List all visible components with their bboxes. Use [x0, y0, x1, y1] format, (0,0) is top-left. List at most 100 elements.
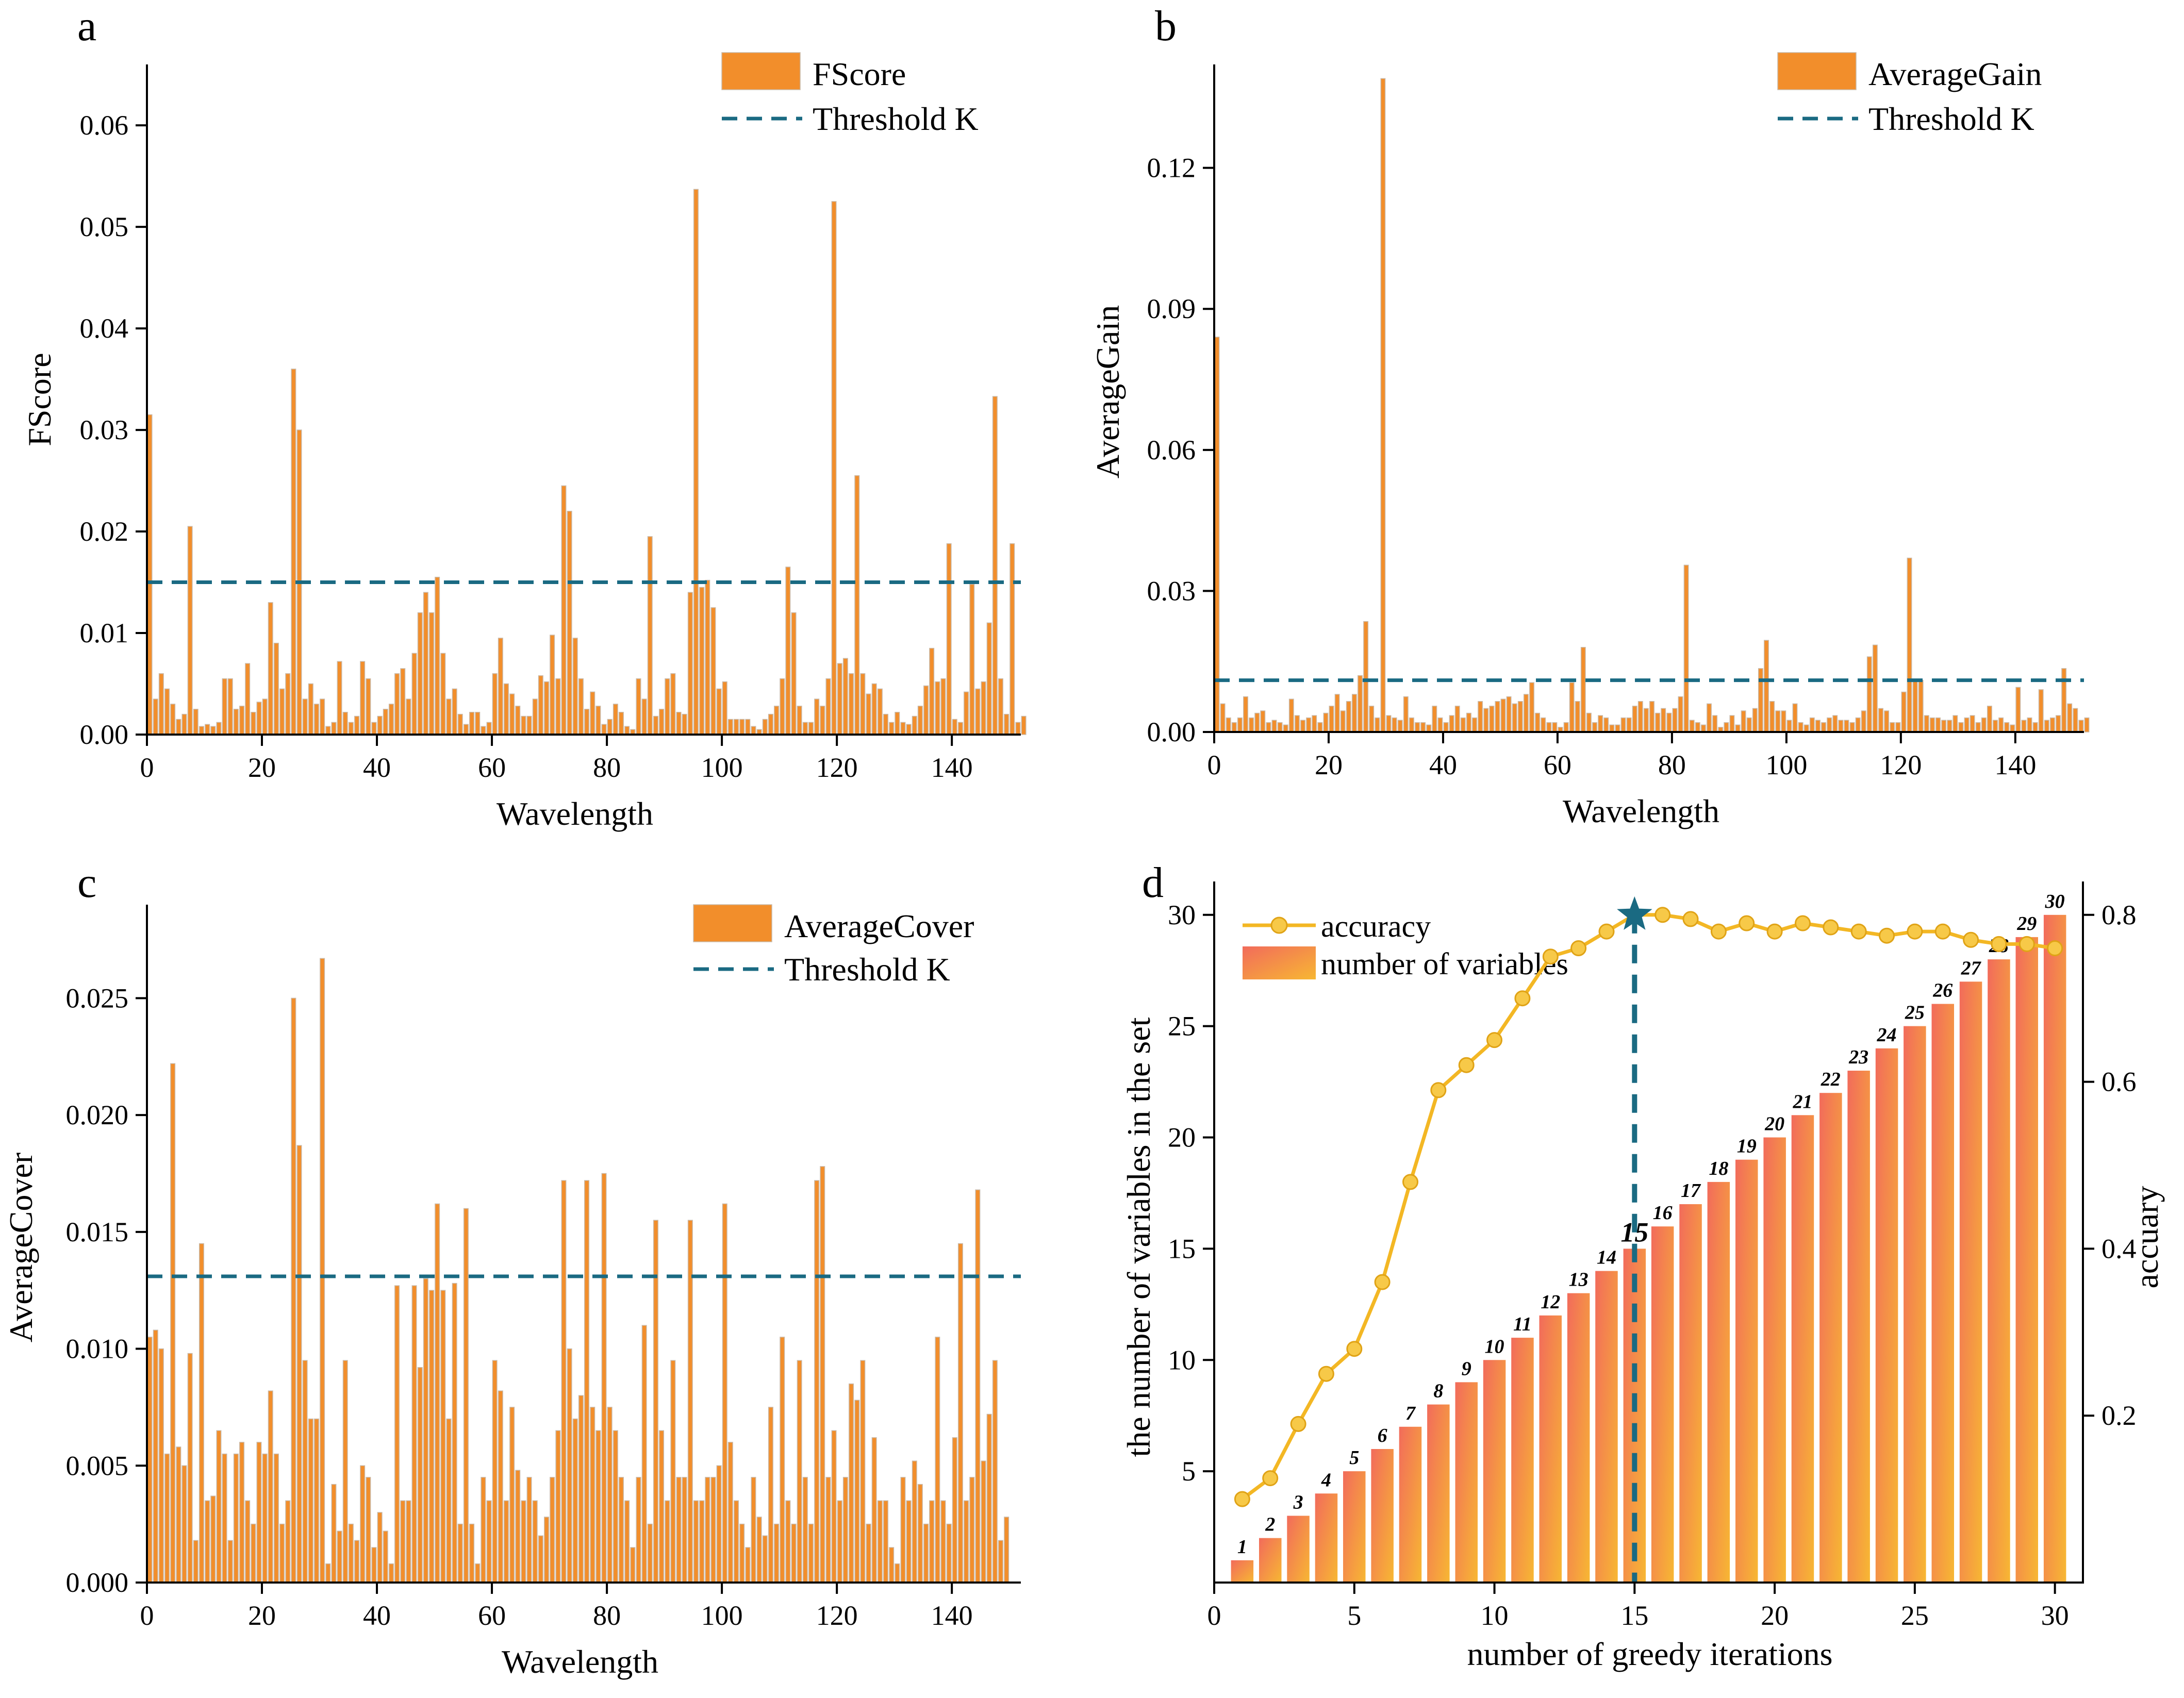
panel-c-y-tick-label: 0.010 — [66, 1334, 129, 1364]
panel-d-accuracy-point — [1739, 915, 1755, 931]
panel-c-bar — [486, 1500, 492, 1583]
panel-a-bar — [262, 698, 268, 735]
panel-d-accuracy-point — [1934, 923, 1951, 940]
panel-b-y-tick-label: 0.00 — [1147, 717, 1196, 747]
panel-a-bar — [526, 715, 532, 735]
panel-a-bar — [198, 726, 204, 735]
panel-c-bar — [774, 1523, 780, 1583]
panel-b-bar — [1420, 722, 1426, 733]
panel-d-letter: d — [1142, 859, 1164, 907]
panel-b-y-tick-label: 0.03 — [1147, 575, 1196, 606]
panel-a-bar — [147, 414, 153, 735]
panel-b-bar — [1890, 722, 1895, 733]
panel-b-y-tick-label: 0.09 — [1147, 293, 1196, 324]
panel-b-bar — [1317, 722, 1323, 733]
panel-d-bar — [1259, 1538, 1282, 1583]
panel-a-bar — [411, 653, 417, 735]
panel-c-bar — [906, 1500, 912, 1583]
panel-a-bar — [785, 567, 791, 735]
panel-b-bar — [1483, 708, 1489, 733]
panel-c-bar — [590, 1407, 595, 1583]
panel-d-bar — [1904, 1026, 1926, 1583]
panel-b-bar — [1472, 717, 1477, 733]
panel-b-bar — [1855, 717, 1861, 733]
panel-a-bar — [181, 713, 187, 735]
panel-c-bar — [964, 1500, 969, 1583]
panel-b-bar — [1924, 715, 1929, 733]
panel-a-y-tick-label: 0.00 — [80, 719, 129, 750]
panel-b-bar — [1409, 717, 1414, 733]
panel-b-y-tick-label: 0.12 — [1147, 153, 1196, 184]
panel-b-bar — [1460, 717, 1466, 733]
panel-d-bar-label: 16 — [1653, 1202, 1673, 1224]
panel-a-bar — [555, 678, 561, 735]
panel-b-bar — [1895, 722, 1901, 733]
panel-c-bar — [187, 1353, 193, 1583]
panel-d-accuracy-point — [1795, 915, 1811, 931]
panel-b-bar — [1426, 724, 1432, 733]
panel-a-bar — [492, 673, 498, 735]
panel-c-bar — [325, 1563, 331, 1583]
panel-c-bar — [831, 1430, 837, 1583]
panel-a-bar — [544, 681, 550, 735]
panel-a-bar — [509, 693, 515, 735]
panel-c-x-tick-label: 140 — [931, 1600, 973, 1631]
panel-d-accuracy-point — [1458, 1057, 1475, 1073]
panel-c-bar — [860, 1360, 866, 1583]
panel-c-bars — [147, 958, 1010, 1583]
panel-a-bar — [895, 711, 900, 735]
panel-c-bar — [452, 1283, 457, 1583]
panel-c-bar — [313, 1418, 319, 1583]
panel-d-ylabel: the number of variables in the set — [1120, 1017, 1157, 1457]
panel-a-bar — [710, 607, 716, 735]
panel-c-bar — [722, 1203, 727, 1583]
panel-d-accuracy-point — [2047, 940, 2063, 956]
panel-d-accuracy-point — [1823, 919, 1839, 936]
panel-a-bar — [659, 709, 665, 735]
panel-a-bar — [722, 681, 727, 735]
panel-b-bar — [2061, 668, 2067, 733]
panel-b-bar — [1271, 720, 1277, 733]
panel-c-bar — [705, 1477, 710, 1583]
panel-d-bar-label: 23 — [1848, 1046, 1868, 1068]
panel-d-bar-labels: 1234567891011121314151617181920212223242… — [1237, 891, 2065, 1558]
panel-a-bar — [751, 726, 756, 735]
panel-d-accuracy-point — [1262, 1470, 1279, 1487]
panel-d-bar-label: 5 — [1349, 1447, 1359, 1469]
panel-d-accuracy-point — [1907, 923, 1923, 940]
panel-b-bar — [1237, 717, 1243, 733]
panel-a-bar — [969, 584, 975, 735]
panel-c-bar — [469, 1523, 475, 1583]
panel-c-bar — [268, 1390, 273, 1583]
panel-b-bar — [1403, 696, 1409, 733]
panel-c-bar — [854, 1400, 860, 1583]
panel-b-bar — [1735, 724, 1741, 733]
panel-c-bar — [481, 1477, 486, 1583]
panel-b-bar — [1220, 703, 1226, 733]
panel-a-bar — [687, 592, 693, 735]
panel-b-bar — [1598, 715, 1603, 733]
panel-a-bar — [940, 678, 946, 735]
panel-a-bar — [273, 642, 279, 735]
panel-c-bar — [670, 1360, 676, 1583]
panel-b-bar — [1907, 557, 1912, 733]
panel-c-bar — [676, 1477, 682, 1583]
panel-c-bar — [808, 1523, 814, 1583]
panel-b-bar — [1827, 717, 1832, 733]
panel-a-bar — [193, 709, 198, 735]
panel-d-y2-tick-label: 0.2 — [2102, 1400, 2137, 1431]
panel-d-legend-accuracy-label: accuracy — [1321, 909, 1431, 943]
panel-b-bar — [1849, 722, 1855, 733]
panel-b-bar — [1392, 717, 1397, 733]
panel-a-bar — [601, 724, 607, 735]
panel-c-bar — [756, 1517, 762, 1583]
panel-c-bar — [371, 1547, 377, 1583]
panel-a-bar — [440, 653, 446, 735]
panel-c-bar — [561, 1180, 567, 1583]
panel-b-x-tick-label: 100 — [1765, 750, 1807, 780]
panel-d-y-tick-label: 20 — [1168, 1122, 1196, 1153]
panel-b-bar — [1884, 710, 1890, 733]
panel-a-bar — [435, 576, 440, 735]
panel-d-x-tick-label: 5 — [1347, 1600, 1361, 1631]
panel-b-bar — [1609, 724, 1615, 733]
